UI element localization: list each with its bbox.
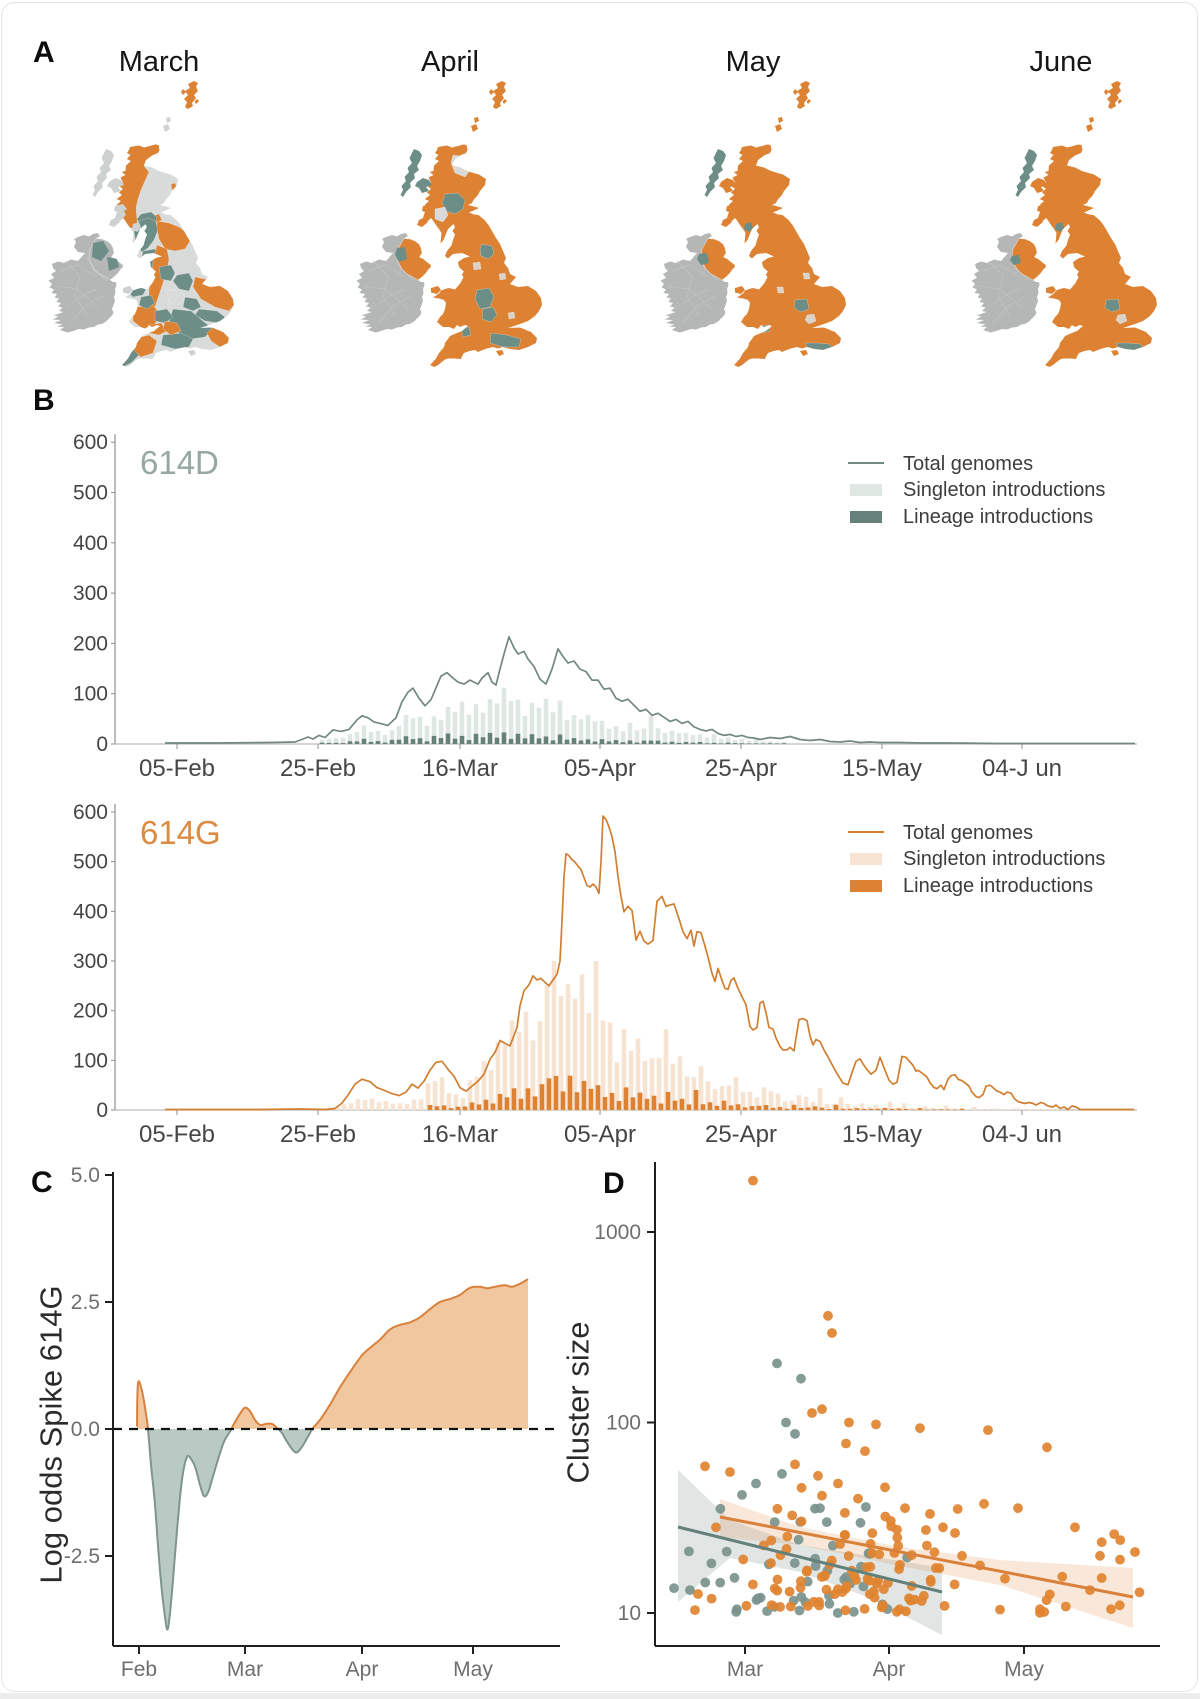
- svg-text:25-Feb: 25-Feb: [280, 1121, 356, 1148]
- svg-text:1000: 1000: [594, 1221, 641, 1244]
- svg-text:0.0: 0.0: [71, 1418, 100, 1441]
- svg-text:25-Feb: 25-Feb: [280, 755, 356, 782]
- svg-text:600: 600: [73, 801, 108, 824]
- svg-text:15-May: 15-May: [842, 755, 922, 782]
- svg-text:05-Feb: 05-Feb: [139, 755, 215, 782]
- svg-text:Mar: Mar: [727, 1658, 763, 1681]
- svg-text:Mar: Mar: [227, 1658, 263, 1681]
- svg-text:05-Apr: 05-Apr: [564, 755, 636, 782]
- svg-text:May: May: [1004, 1658, 1044, 1681]
- svg-text:300: 300: [73, 950, 108, 973]
- svg-text:400: 400: [73, 532, 108, 555]
- svg-text:25-Apr: 25-Apr: [705, 1121, 777, 1148]
- svg-text:Apr: Apr: [346, 1658, 379, 1681]
- svg-text:Total genomes: Total genomes: [903, 453, 1033, 475]
- svg-text:200: 200: [73, 632, 108, 655]
- svg-text:05-Feb: 05-Feb: [139, 1121, 215, 1148]
- svg-text:0: 0: [96, 733, 108, 756]
- svg-text:600: 600: [73, 431, 108, 454]
- svg-text:-2.5: -2.5: [64, 1545, 100, 1568]
- svg-text:04-J un: 04-J un: [982, 755, 1062, 782]
- svg-text:Singleton introductions: Singleton introductions: [903, 479, 1105, 501]
- svg-text:100: 100: [73, 683, 108, 706]
- svg-text:15-May: 15-May: [842, 1121, 922, 1148]
- svg-text:Apr: Apr: [873, 1658, 906, 1681]
- svg-text:16-Mar: 16-Mar: [422, 755, 498, 782]
- svg-text:500: 500: [73, 482, 108, 505]
- svg-text:10: 10: [618, 1602, 641, 1625]
- svg-text:May: May: [453, 1658, 493, 1681]
- svg-text:500: 500: [73, 851, 108, 874]
- svg-text:Lineage introductions: Lineage introductions: [903, 506, 1093, 528]
- svg-text:Feb: Feb: [121, 1658, 157, 1681]
- svg-text:614D: 614D: [140, 444, 219, 481]
- svg-text:05-Apr: 05-Apr: [564, 1121, 636, 1148]
- svg-text:300: 300: [73, 582, 108, 605]
- svg-text:0: 0: [96, 1099, 108, 1122]
- svg-text:100: 100: [606, 1412, 641, 1435]
- svg-text:Total genomes: Total genomes: [903, 822, 1033, 844]
- svg-text:Lineage introductions: Lineage introductions: [903, 875, 1093, 897]
- svg-text:400: 400: [73, 900, 108, 923]
- svg-text:614G: 614G: [140, 814, 221, 851]
- svg-text:16-Mar: 16-Mar: [422, 1121, 498, 1148]
- svg-text:2.5: 2.5: [71, 1291, 100, 1314]
- svg-text:04-J un: 04-J un: [982, 1121, 1062, 1148]
- svg-text:200: 200: [73, 1000, 108, 1023]
- svg-text:Singleton introductions: Singleton introductions: [903, 848, 1105, 870]
- svg-text:25-Apr: 25-Apr: [705, 755, 777, 782]
- svg-text:5.0: 5.0: [71, 1164, 100, 1187]
- svg-text:100: 100: [73, 1049, 108, 1072]
